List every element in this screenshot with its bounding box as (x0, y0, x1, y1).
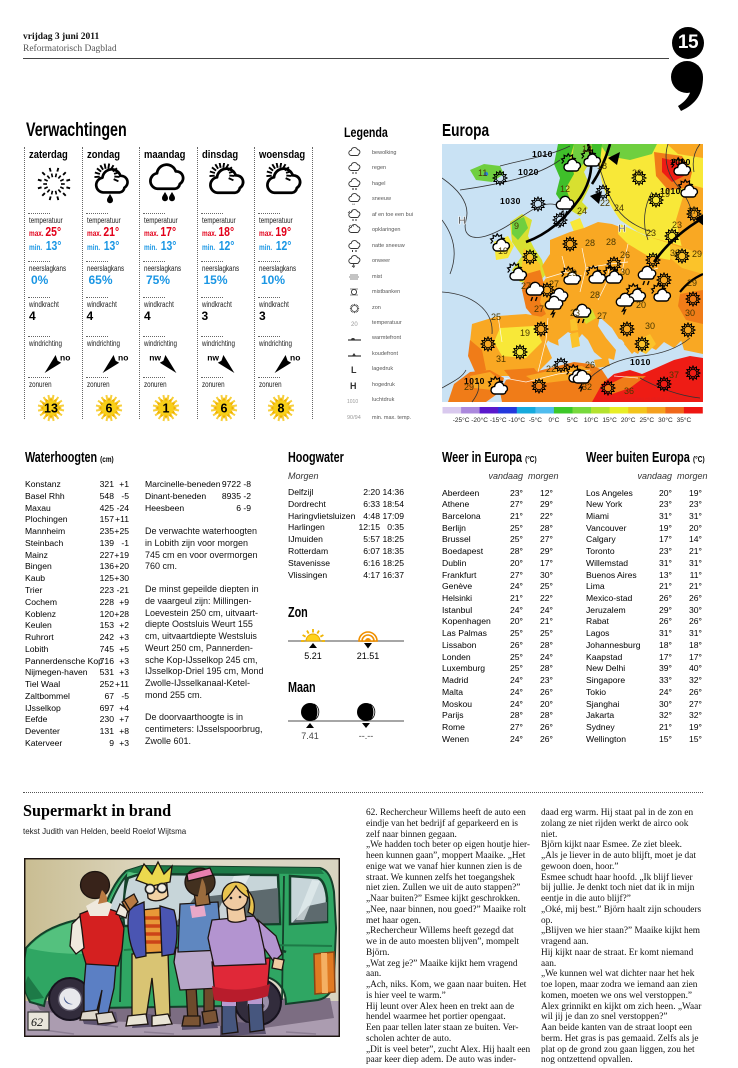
svg-text:18: 18 (597, 161, 607, 171)
svg-text:21.51: 21.51 (357, 651, 380, 661)
svg-text:nw: nw (207, 353, 219, 363)
svg-text:1010: 1010 (347, 399, 358, 405)
svg-text:H: H (618, 223, 626, 235)
svg-text:7.41: 7.41 (301, 731, 319, 741)
svg-text:27: 27 (549, 279, 559, 289)
svg-text:1010: 1010 (660, 186, 681, 196)
svg-text:19: 19 (498, 246, 508, 256)
svg-text:L: L (351, 365, 357, 375)
svg-text:31: 31 (496, 354, 506, 364)
svg-text:20: 20 (351, 322, 358, 328)
svg-text:23: 23 (672, 220, 682, 230)
svg-text:26: 26 (585, 360, 595, 370)
svg-text:no: no (60, 353, 70, 363)
svg-text:6: 6 (220, 401, 227, 415)
svg-text:1010: 1010 (630, 357, 651, 367)
svg-text:19: 19 (520, 328, 530, 338)
svg-text:H: H (458, 215, 466, 227)
svg-text:19: 19 (660, 189, 670, 199)
svg-text:6: 6 (105, 401, 112, 415)
svg-text:5°C: 5°C (567, 416, 578, 424)
svg-text:22: 22 (546, 364, 556, 374)
svg-text:37: 37 (669, 370, 679, 380)
svg-text:1010: 1010 (532, 149, 553, 159)
svg-text:H: H (350, 381, 357, 391)
svg-text:15°C: 15°C (602, 416, 617, 424)
svg-text:9: 9 (514, 221, 519, 231)
svg-text:62: 62 (31, 1015, 43, 1029)
svg-text:26: 26 (620, 250, 630, 260)
svg-text:no: no (118, 353, 128, 363)
svg-text:29: 29 (464, 382, 474, 392)
svg-text:12: 12 (560, 184, 570, 194)
svg-text:27: 27 (534, 304, 544, 314)
svg-text:nw: nw (149, 353, 161, 363)
svg-text:1: 1 (163, 401, 170, 415)
svg-text:13: 13 (582, 144, 592, 154)
svg-text:--.--: --.-- (359, 731, 374, 741)
svg-text:32: 32 (582, 382, 592, 392)
svg-text:28: 28 (590, 290, 600, 300)
svg-text:25: 25 (491, 312, 501, 322)
svg-text:5.21: 5.21 (304, 651, 322, 661)
svg-text:-25°C: -25°C (453, 416, 470, 424)
svg-text:13: 13 (44, 401, 58, 415)
svg-text:-5°C: -5°C (529, 416, 542, 424)
svg-text:-20°C: -20°C (471, 416, 488, 424)
svg-text:28: 28 (606, 237, 616, 247)
svg-text:1000: 1000 (670, 157, 691, 167)
svg-text:30: 30 (670, 248, 680, 258)
svg-text:30: 30 (645, 321, 655, 331)
svg-text:1030: 1030 (500, 196, 521, 206)
svg-text:no: no (290, 353, 300, 363)
svg-text:29: 29 (687, 278, 697, 288)
svg-text:**: ** (352, 202, 356, 206)
svg-text:30: 30 (685, 308, 695, 318)
svg-text:1010: 1010 (464, 376, 485, 386)
svg-text:0°C: 0°C (548, 416, 559, 424)
svg-text:23: 23 (570, 308, 580, 318)
svg-text:35°C: 35°C (677, 416, 692, 424)
svg-text:36: 36 (624, 386, 634, 396)
svg-text:8: 8 (278, 401, 285, 415)
svg-text:22: 22 (600, 198, 610, 208)
svg-text:20: 20 (636, 300, 646, 310)
svg-text:27: 27 (521, 281, 531, 291)
svg-text:23: 23 (646, 228, 656, 238)
svg-text:1020: 1020 (518, 167, 539, 177)
svg-text:30°C: 30°C (658, 416, 673, 424)
svg-text:10°C: 10°C (584, 416, 599, 424)
svg-text:-15°C: -15°C (490, 416, 507, 424)
svg-text:28: 28 (585, 238, 595, 248)
svg-text:29: 29 (692, 249, 702, 259)
svg-text:24: 24 (577, 206, 587, 216)
svg-text:20: 20 (632, 168, 642, 178)
svg-text:27: 27 (597, 311, 607, 321)
svg-text:Verwacht voor vandaag en morge: Verwacht voor vandaag en morgen 12:00 uu… (597, 396, 688, 401)
svg-text:30: 30 (620, 267, 630, 277)
svg-text:11: 11 (478, 168, 487, 178)
svg-text:17: 17 (687, 206, 697, 216)
svg-text:-10°C: -10°C (508, 416, 525, 424)
svg-text:25°C: 25°C (640, 416, 655, 424)
svg-text:24: 24 (614, 203, 624, 213)
svg-text:20°C: 20°C (621, 416, 636, 424)
svg-text:29: 29 (567, 268, 577, 278)
